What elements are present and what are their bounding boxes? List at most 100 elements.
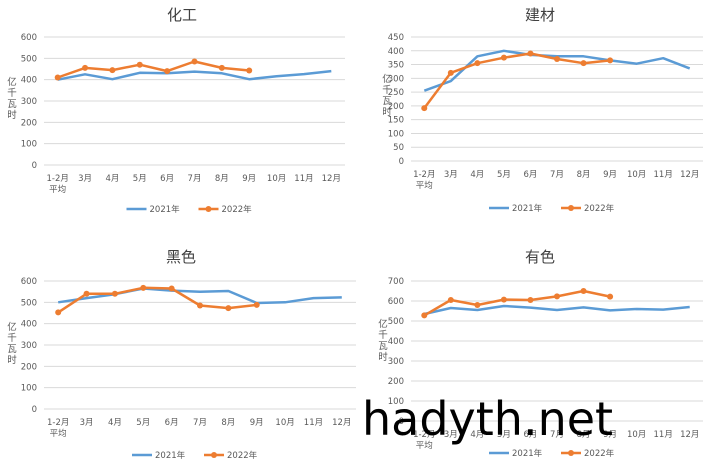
data-point-2022 — [83, 290, 90, 297]
legend-label: 2022年 — [584, 448, 615, 459]
y-axis-label-char: 亿 — [7, 76, 17, 88]
data-point-2022 — [164, 68, 171, 75]
legend-marker — [568, 205, 574, 211]
x-tick-label: 3月 — [78, 174, 92, 184]
x-tick-label: 8月 — [221, 418, 235, 428]
y-tick-label: 300 — [388, 357, 404, 367]
data-point-2022 — [447, 297, 454, 303]
data-point-2022 — [527, 50, 534, 57]
legend-label: 2021年 — [155, 450, 186, 461]
y-axis-label-char: 瓦 — [378, 341, 388, 352]
x-tick-label: 1-2月 — [46, 174, 68, 184]
y-tick-label: 0 — [32, 405, 37, 415]
series-line-2022 — [423, 52, 611, 109]
x-tick-label: 4月 — [470, 430, 484, 440]
data-point-2022 — [54, 74, 61, 81]
data-point-2022 — [607, 57, 614, 64]
y-tick-label: 450 — [388, 33, 404, 43]
watermark-text: hadyth.net — [362, 392, 614, 446]
y-tick-label: 400 — [21, 320, 37, 330]
y-tick-label: 500 — [21, 54, 37, 64]
y-tick-label: 100 — [21, 384, 37, 394]
x-tick-label: 11月 — [654, 430, 673, 440]
legend-label: 2022年 — [222, 204, 253, 215]
y-axis-label-char: 亿 — [378, 318, 388, 330]
data-point-2022 — [225, 305, 232, 312]
x-tick-label: 3月 — [80, 418, 94, 428]
x-tick-label: 8月 — [577, 430, 591, 440]
y-tick-label: 50 — [393, 143, 404, 153]
x-tick-label: 12月 — [680, 170, 699, 180]
data-point-2022 — [580, 288, 587, 294]
x-tick-label: 9月 — [242, 174, 256, 184]
x-tick-label: 3月 — [444, 170, 458, 180]
x-tick-label: 平均 — [416, 180, 433, 191]
chart-title: 有色 — [525, 248, 555, 266]
y-tick-label: 200 — [21, 118, 37, 128]
y-axis-label-char: 时 — [7, 109, 17, 121]
data-point-2022 — [140, 284, 147, 291]
data-point-2022 — [607, 293, 614, 300]
chart-title: 建材 — [525, 6, 555, 24]
legend-label: 2021年 — [150, 204, 181, 215]
y-tick-label: 700 — [388, 277, 404, 287]
data-point-2022 — [527, 297, 534, 303]
y-tick-label: 600 — [21, 33, 37, 43]
series-line-2021 — [424, 304, 690, 316]
y-axis-label-char: 亿 — [7, 321, 17, 333]
series-line-2022 — [423, 289, 611, 317]
x-tick-label: 5月 — [133, 174, 147, 184]
y-tick-label: 600 — [21, 277, 37, 287]
x-tick-label: 6月 — [165, 418, 179, 428]
x-tick-label: 10月 — [627, 430, 646, 440]
y-axis-label-char: 千 — [7, 333, 17, 344]
x-tick-label: 7月 — [550, 430, 564, 440]
legend-label: 2021年 — [512, 448, 543, 459]
y-axis-label-char: 千 — [7, 88, 17, 99]
data-point-2022 — [500, 296, 507, 303]
data-point-2022 — [554, 293, 560, 300]
data-point-2022 — [421, 105, 428, 112]
y-tick-label: 0 — [399, 157, 404, 167]
y-axis-label-char: 时 — [7, 354, 17, 366]
chart-title: 化工 — [167, 6, 197, 24]
data-point-2022 — [474, 302, 481, 308]
y-tick-label: 600 — [388, 297, 404, 307]
legend-marker — [205, 206, 212, 212]
x-tick-label: 7月 — [193, 418, 207, 428]
y-tick-label: 200 — [21, 362, 37, 372]
y-axis-label-char: 瓦 — [382, 96, 392, 107]
x-tick-label: 6月 — [160, 174, 174, 184]
y-tick-label: 400 — [388, 47, 404, 57]
y-axis-label-char: 瓦 — [7, 99, 17, 110]
y-tick-label: 0 — [399, 417, 404, 427]
y-tick-label: 150 — [388, 116, 404, 126]
y-tick-label: 100 — [388, 397, 404, 407]
x-tick-label: 10月 — [275, 418, 294, 428]
x-tick-label: 6月 — [523, 430, 537, 440]
legend-marker — [568, 450, 574, 456]
chart-title: 黑色 — [166, 248, 196, 266]
y-tick-label: 250 — [388, 88, 404, 98]
x-tick-label: 平均 — [416, 440, 433, 451]
legend-label: 2022年 — [584, 203, 615, 214]
data-point-2022 — [55, 309, 62, 316]
x-tick-label: 12月 — [322, 174, 341, 184]
y-tick-label: 300 — [388, 74, 404, 84]
y-tick-label: 300 — [21, 341, 37, 351]
y-tick-label: 500 — [388, 317, 404, 327]
x-tick-label: 1-2月 — [413, 170, 435, 180]
legend-label: 2021年 — [512, 203, 543, 214]
y-axis-label-char: 亿 — [382, 73, 392, 85]
series-line-2022 — [57, 286, 257, 314]
data-point-2022 — [82, 64, 89, 71]
x-tick-label: 3月 — [444, 430, 458, 440]
x-tick-label: 10月 — [267, 174, 286, 184]
y-tick-label: 500 — [21, 298, 37, 308]
x-tick-label: 11月 — [304, 418, 323, 428]
data-point-2022 — [500, 54, 507, 61]
x-tick-label: 10月 — [627, 170, 646, 180]
